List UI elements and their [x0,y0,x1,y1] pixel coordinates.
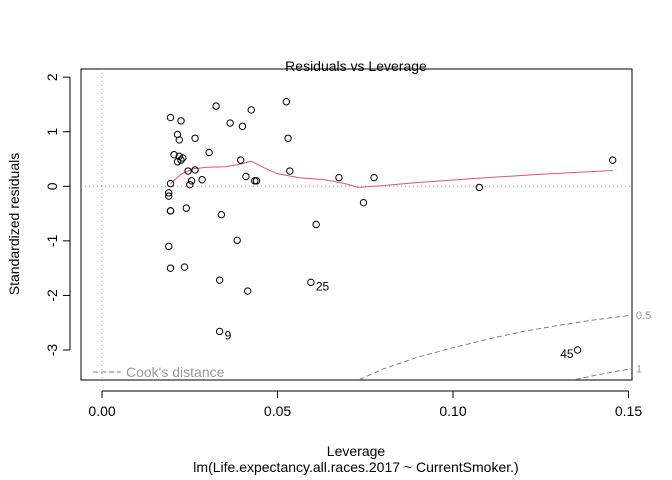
data-point [187,177,196,185]
data-point [215,327,224,336]
model-formula-caption: lm(Life.expectancy.all.races.2017 ~ Curr… [193,459,518,475]
cooks-contour-label: 0.5 [636,310,651,322]
y-tick-label: 0 [44,182,60,190]
y-tick-label: 1 [44,128,60,136]
data-point [236,156,245,164]
data-point [166,264,175,272]
data-point [212,102,220,110]
data-point [180,263,189,271]
point-label: 25 [316,279,330,293]
data-point [252,177,261,185]
y-tick-label: -3 [44,344,60,357]
data-point [217,210,226,219]
data-point [307,278,315,287]
data-point [177,156,185,164]
y-tick-label: 2 [44,73,60,81]
chart-title: Residuals vs Leverage [285,58,427,74]
data-point [205,148,213,157]
data-point [186,180,194,189]
data-point [312,220,320,229]
point-label: 45 [560,347,574,361]
x-tick-label: 0.05 [264,403,291,419]
data-point [226,119,234,127]
data-point [608,156,617,164]
x-tick-label: 0.00 [88,403,115,419]
data-point [284,134,292,142]
cooks-contour [357,314,632,380]
data-point [166,113,175,122]
data-point [242,172,250,181]
data-point [335,173,343,182]
data-point [166,179,175,188]
smooth-line [170,160,613,188]
data-point [370,173,378,182]
data-point [198,176,206,184]
data-point [165,242,173,251]
plot-box [80,68,633,381]
x-axis: 0.00 0.05 0.10 0.15 [88,390,642,419]
y-tick-label: -2 [44,289,60,302]
data-point [247,106,255,114]
data-point [286,167,294,175]
data-point [244,287,252,295]
data-point [233,236,241,245]
cooks-distance-contours [357,314,632,380]
cooks-contour-label: 1 [636,364,642,376]
data-point [165,189,173,197]
reference-lines [81,69,632,380]
legend-label-cooks-distance: Cook's distance [126,364,225,380]
data-point [182,204,190,212]
point-labels: 25 9 45 [225,279,574,361]
data-point [177,117,185,125]
data-point [179,154,187,162]
cook-contour-labels: 0.51 [636,310,651,375]
data-point [175,136,183,144]
data-point [238,122,247,130]
data-point [573,346,582,354]
data-point [173,158,182,166]
data-point [184,167,192,175]
data-point [475,183,484,192]
y-axis-label: Standardized residuals [6,153,22,295]
points-layer [165,98,617,354]
y-tick-label: -1 [44,234,60,247]
y-axis: -3 -2 -1 0 1 2 [44,73,71,357]
data-point [359,198,368,207]
data-point [282,98,291,106]
legend: Cook's distance [93,364,225,380]
data-point [191,166,199,174]
data-point [165,192,173,200]
x-axis-label: Leverage [327,443,386,459]
data-point [215,276,224,284]
cooks-contour [571,368,632,380]
x-tick-label: 0.10 [439,403,466,419]
data-point [170,150,178,159]
data-point [191,134,199,142]
data-point [166,207,175,215]
point-label: 9 [225,328,232,342]
x-tick-label: 0.15 [615,403,642,419]
